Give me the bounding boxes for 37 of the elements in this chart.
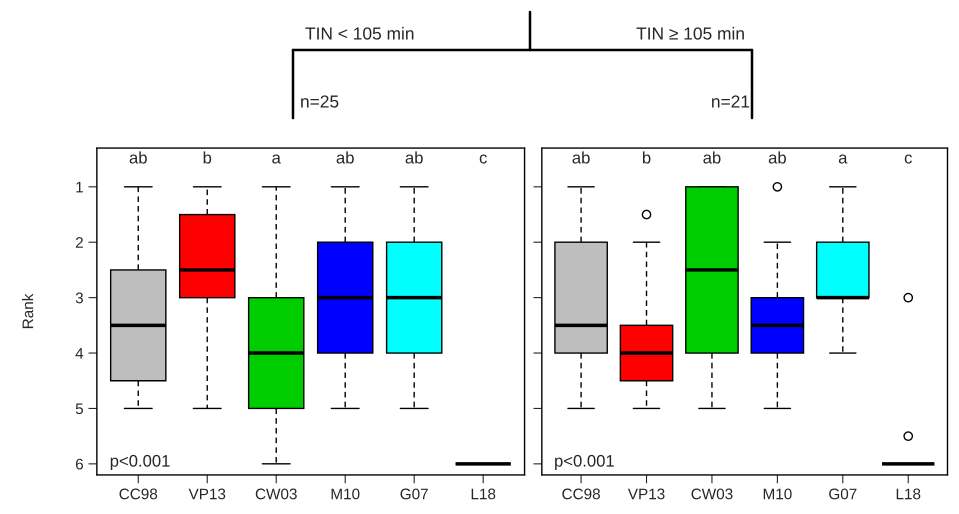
annotation: a: [272, 154, 281, 164]
y-axis-title: Rank: [22, 294, 34, 328]
x-tick-label: CW03: [256, 488, 297, 500]
y-tick-label: 3: [76, 292, 83, 304]
y-tick-label: 1: [76, 182, 83, 192]
y-tick-label: 2: [76, 237, 83, 248]
annotation: ab: [572, 151, 590, 164]
x-tick-label: L18: [472, 488, 496, 500]
chart-subtitle: n=21: [712, 95, 750, 108]
annotation: ab: [703, 151, 721, 164]
x-tick-label: CC98: [119, 488, 158, 500]
annotation: ab: [336, 151, 354, 164]
chart-title: TIN ≥ 105 min: [636, 26, 744, 40]
x-tick-label: M10: [332, 488, 360, 500]
x-tick-label: VP13: [628, 488, 665, 500]
annotation: b: [642, 151, 650, 164]
annotation: c: [904, 154, 912, 164]
annotation: b: [204, 151, 212, 164]
y-tick-label: 6: [76, 458, 83, 470]
annotation: a: [838, 154, 848, 164]
x-tick-label: CW03: [692, 488, 732, 500]
x-tick-label: G07: [829, 488, 856, 500]
y-tick-label: 5: [76, 403, 84, 414]
x-tick-label: VP13: [188, 488, 226, 500]
annotation: ab: [130, 151, 147, 164]
annotation: p<0.001: [555, 454, 614, 470]
x-tick-label: M10: [764, 488, 792, 500]
y-tick-label: 4: [76, 348, 84, 359]
annotation: ab: [406, 151, 423, 164]
x-tick-label: CC98: [562, 488, 600, 500]
chart-subtitle: n=25: [301, 95, 338, 108]
annotation: p<0.001: [110, 454, 170, 470]
chart-title: TIN < 105 min: [305, 26, 414, 40]
x-tick-label: G07: [400, 488, 428, 500]
x-tick-label: L18: [896, 488, 920, 500]
annotation: c: [480, 154, 487, 164]
annotation: ab: [768, 151, 786, 164]
